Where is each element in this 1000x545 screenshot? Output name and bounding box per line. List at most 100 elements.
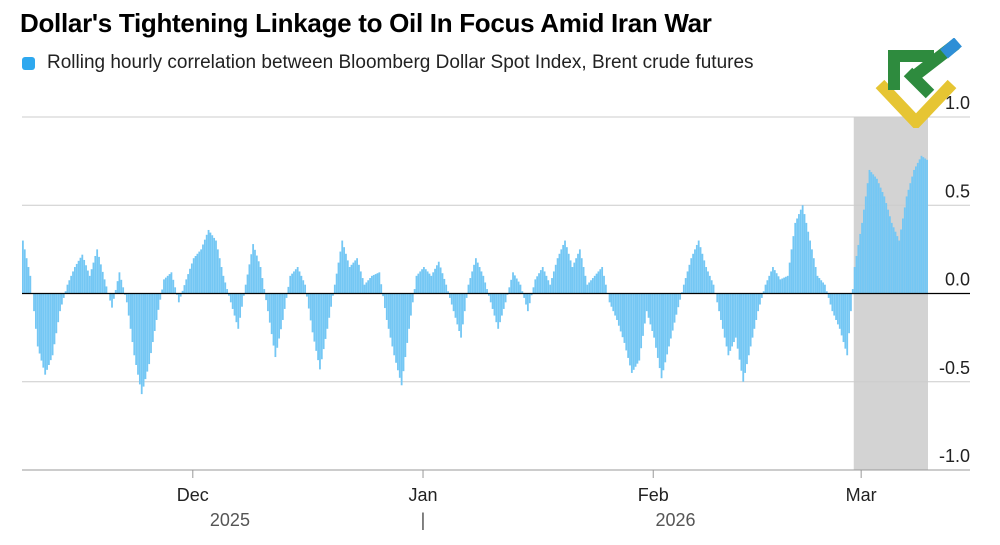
data-bar	[185, 279, 188, 294]
data-bar	[179, 293, 182, 297]
data-bar	[840, 293, 843, 336]
data-bar	[439, 267, 442, 294]
data-bar	[326, 293, 329, 329]
data-bar	[64, 291, 67, 294]
data-bar	[391, 293, 394, 347]
data-bar	[623, 293, 626, 343]
data-bar	[47, 293, 50, 365]
data-bar	[770, 271, 772, 294]
data-bar	[116, 281, 119, 294]
data-bar	[62, 293, 65, 298]
data-bar	[794, 222, 797, 294]
data-bar	[436, 265, 438, 294]
data-bar	[372, 274, 375, 294]
data-bar	[480, 271, 483, 294]
data-bar	[502, 293, 505, 309]
data-bar	[721, 293, 724, 329]
data-bar	[419, 271, 422, 294]
data-bar	[712, 284, 715, 294]
data-bar	[270, 293, 273, 335]
data-bar	[536, 276, 539, 294]
data-bar	[36, 293, 39, 347]
data-bar	[333, 284, 336, 294]
data-bar	[118, 272, 121, 294]
data-bar	[870, 172, 873, 294]
data-bar	[913, 169, 915, 294]
data-bar	[309, 293, 312, 321]
data-bar	[835, 293, 837, 320]
data-bar	[339, 251, 342, 294]
data-bar	[781, 278, 784, 294]
data-bar	[487, 293, 490, 296]
data-bar	[554, 264, 557, 294]
data-bar	[556, 258, 559, 294]
data-bar	[86, 270, 89, 294]
data-bar	[811, 249, 813, 294]
data-bar	[285, 293, 288, 298]
x-tick-label: Feb	[638, 485, 669, 505]
data-bar	[831, 293, 834, 312]
data-bar	[619, 293, 622, 332]
data-bar	[196, 253, 199, 294]
data-bar	[783, 277, 785, 294]
data-bar	[760, 293, 763, 298]
data-bar	[29, 275, 32, 294]
data-bar	[445, 284, 448, 294]
data-bar	[99, 264, 102, 294]
data-bar	[272, 293, 275, 346]
data-bar	[402, 293, 405, 372]
data-bar	[72, 271, 74, 294]
data-bar	[653, 293, 656, 338]
data-bar	[172, 279, 175, 294]
data-bar	[430, 275, 433, 294]
data-bar	[655, 293, 657, 348]
data-bar	[142, 293, 145, 387]
data-bar	[469, 278, 472, 294]
data-bar	[616, 293, 618, 320]
data-bar	[578, 249, 581, 294]
data-bar	[363, 284, 366, 294]
data-bar	[922, 157, 925, 294]
data-bar	[304, 284, 306, 294]
data-bar	[876, 178, 878, 294]
data-bar	[458, 293, 461, 332]
data-bar	[443, 278, 446, 294]
data-bar	[161, 289, 164, 294]
data-bar	[497, 293, 500, 329]
data-bar	[220, 267, 223, 294]
data-bar	[311, 293, 314, 333]
data-bar	[406, 293, 409, 343]
data-bar	[521, 291, 524, 294]
data-bar	[788, 262, 791, 294]
data-bar	[192, 258, 195, 294]
data-bar	[699, 247, 702, 294]
data-bar	[842, 293, 845, 343]
legend-label: Rolling hourly correlation between Bloom…	[47, 52, 754, 73]
year-label: |	[421, 510, 426, 530]
data-bar	[114, 289, 117, 294]
data-bar	[33, 293, 35, 312]
data-bar	[441, 273, 444, 294]
data-bar	[163, 279, 165, 294]
data-bar	[252, 244, 255, 294]
data-bar	[124, 293, 126, 295]
data-bar	[51, 293, 54, 356]
data-bar	[798, 214, 800, 294]
data-bar	[759, 293, 761, 305]
data-bar	[807, 231, 810, 294]
data-bar	[359, 271, 362, 294]
data-bar	[387, 293, 390, 329]
data-bar	[222, 275, 225, 294]
data-bar	[79, 257, 82, 294]
data-bar	[463, 293, 466, 312]
data-bar	[571, 267, 574, 294]
data-bar	[209, 232, 212, 294]
y-tick-label: 0.0	[945, 270, 970, 290]
data-bar	[151, 293, 154, 343]
data-bar	[410, 293, 412, 316]
data-bar	[241, 293, 243, 307]
label-layer: 1.0 0.5 0.0 -0.5 -1.0 Dec Jan Feb Mar 2025 | 2026	[177, 93, 970, 530]
data-bar	[608, 293, 611, 303]
data-bar	[837, 293, 839, 325]
data-bar	[690, 258, 693, 294]
